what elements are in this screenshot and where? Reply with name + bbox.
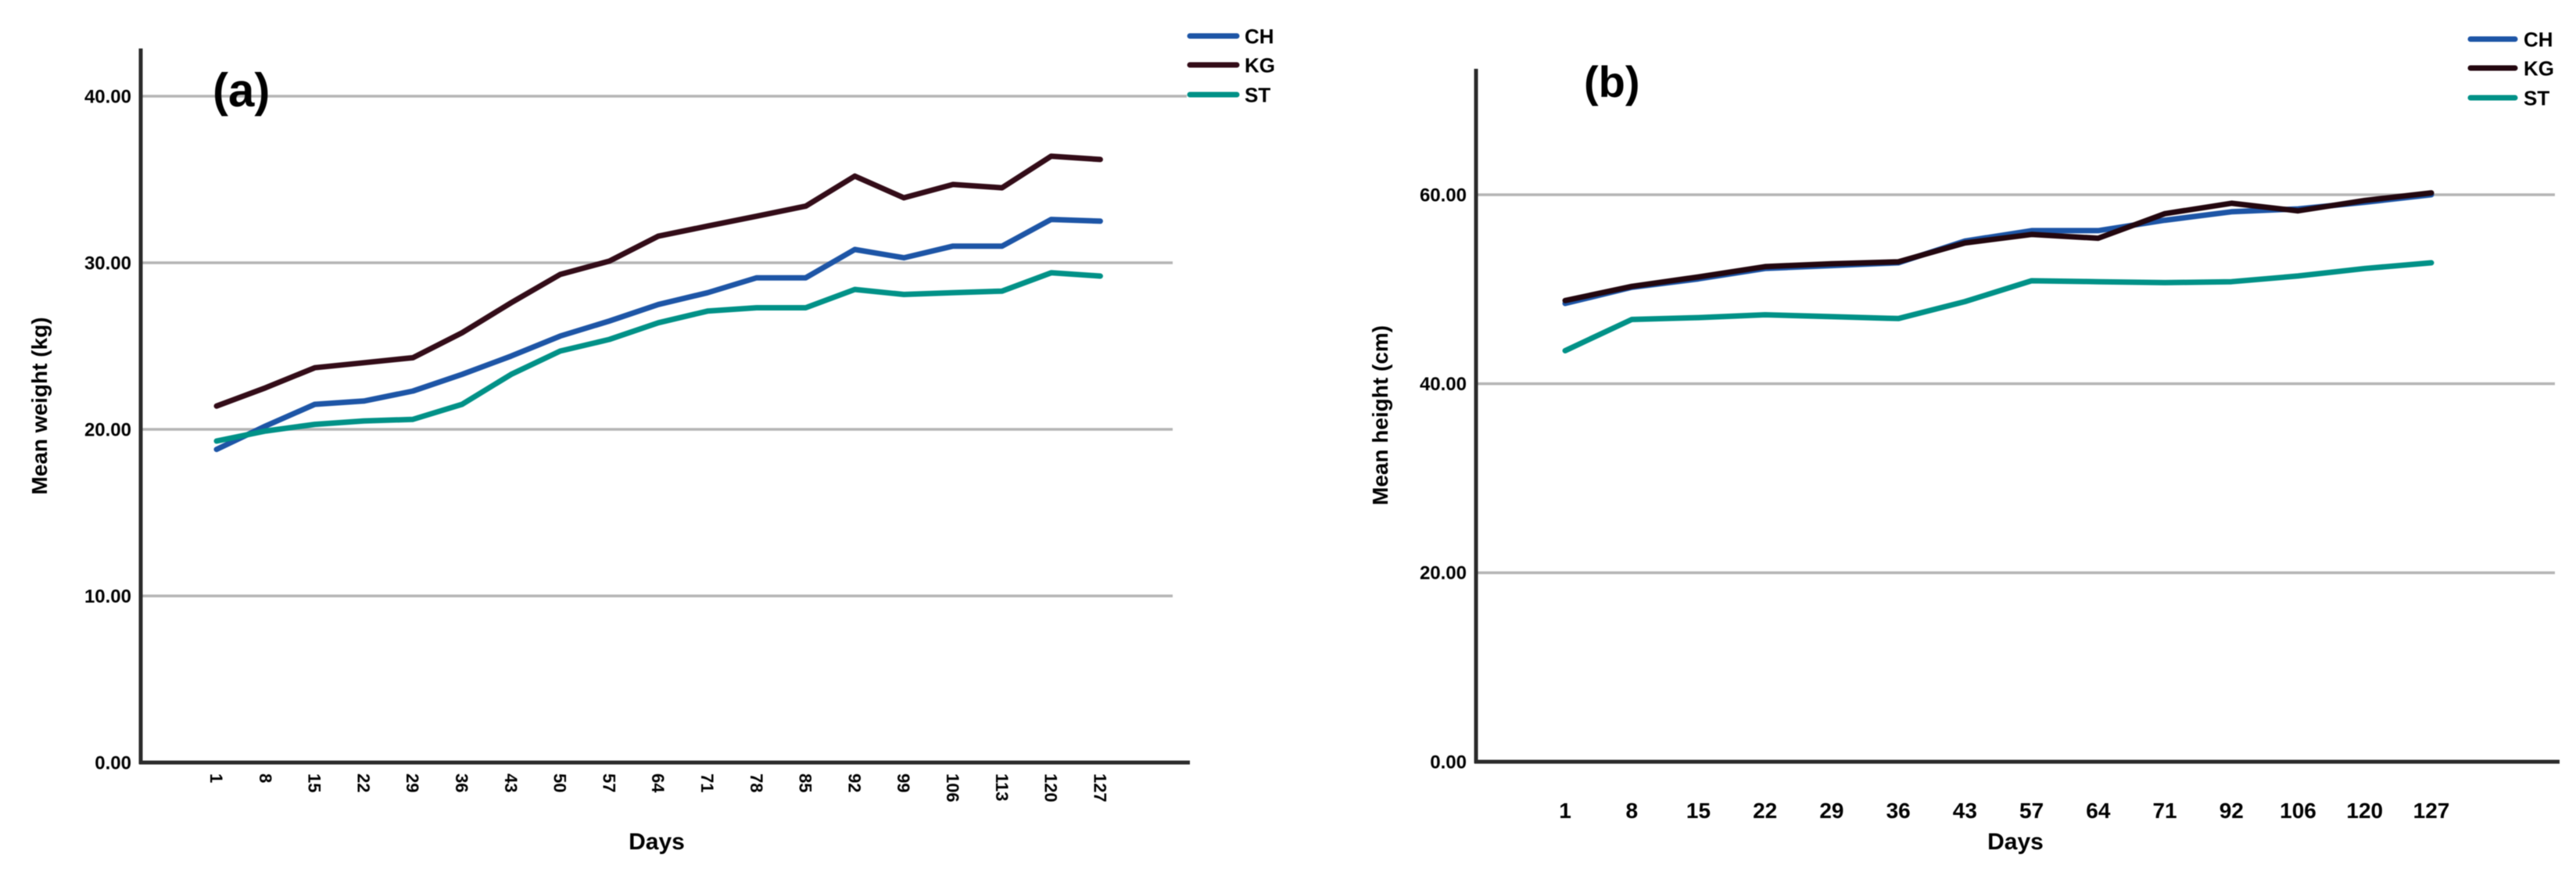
y-tick-label-a-40.00: 40.00 [84, 86, 131, 107]
series-line-a-KG [213, 153, 1103, 409]
x-tick-label-b-57: 57 [2019, 798, 2044, 823]
x-axis-title-a: Days [629, 829, 685, 855]
legend-label-a-ST: ST [1245, 83, 1270, 106]
x-tick-label-b-120: 120 [2346, 798, 2383, 823]
x-tick-label-a-99: 99 [894, 773, 913, 792]
series-line-b-ST [1562, 260, 2434, 353]
x-tick-label-a-64: 64 [648, 773, 668, 793]
x-tick-label-b-1: 1 [1559, 798, 1571, 823]
y-tick-label-a-0.00: 0.00 [95, 752, 131, 773]
panel-label-b: (b) [1584, 57, 1640, 106]
x-tick-label-a-15: 15 [305, 773, 324, 792]
series-line-a-ST [213, 270, 1103, 444]
y-tick-label-a-30.00: 30.00 [84, 253, 131, 274]
y-tick-label-b-60.00: 60.00 [1420, 185, 1467, 206]
x-tick-label-a-8: 8 [256, 773, 275, 783]
x-tick-label-a-57: 57 [599, 773, 618, 792]
x-tick-label-b-22: 22 [1753, 798, 1777, 823]
x-tick-label-b-64: 64 [2086, 798, 2111, 823]
legend-label-b-CH: CH [2524, 27, 2553, 51]
x-tick-label-a-36: 36 [452, 773, 471, 792]
x-tick-label-b-36: 36 [1886, 798, 1911, 823]
x-tick-label-a-1: 1 [206, 773, 226, 783]
legend-label-b-KG: KG [2524, 56, 2554, 80]
x-tick-label-b-8: 8 [1625, 798, 1638, 823]
x-tick-label-b-29: 29 [1819, 798, 1843, 823]
x-tick-label-a-85: 85 [796, 773, 815, 792]
x-tick-label-b-71: 71 [2152, 798, 2177, 823]
x-tick-label-b-92: 92 [2220, 798, 2244, 823]
y-tick-label-a-20.00: 20.00 [84, 419, 131, 440]
y-tick-label-b-0.00: 0.00 [1430, 752, 1467, 773]
y-tick-label-b-40.00: 40.00 [1420, 374, 1467, 395]
y-tick-label-b-20.00: 20.00 [1420, 563, 1467, 584]
x-axis-title-b: Days [1987, 829, 2044, 855]
x-tick-label-b-127: 127 [2413, 798, 2450, 823]
x-tick-label-a-120: 120 [1041, 773, 1061, 802]
x-tick-label-a-113: 113 [992, 773, 1012, 802]
x-tick-label-a-22: 22 [353, 773, 373, 792]
x-tick-label-a-92: 92 [844, 773, 864, 792]
x-tick-label-a-127: 127 [1090, 773, 1109, 802]
x-tick-label-a-29: 29 [403, 773, 422, 792]
x-tick-label-a-71: 71 [697, 773, 717, 792]
y-axis-title-a: Mean weight (kg) [27, 317, 52, 494]
y-axis-title-b: Mean height (cm) [1368, 325, 1392, 505]
y-tick-label-a-10.00: 10.00 [84, 586, 131, 607]
x-tick-label-b-43: 43 [1953, 798, 1977, 823]
x-tick-label-a-106: 106 [943, 773, 962, 802]
x-tick-label-a-78: 78 [747, 773, 766, 792]
series-line-a-CH [213, 217, 1103, 453]
series-line-b-KG [1562, 190, 2434, 303]
legend-label-b-ST: ST [2524, 86, 2549, 109]
legend-label-a-CH: CH [1245, 24, 1274, 48]
x-tick-label-b-15: 15 [1686, 798, 1711, 823]
x-tick-label-b-106: 106 [2280, 798, 2316, 823]
panel-label-a: (a) [213, 64, 270, 117]
legend-label-a-KG: KG [1245, 53, 1275, 77]
x-tick-label-a-50: 50 [550, 773, 570, 792]
x-tick-label-a-43: 43 [501, 773, 521, 792]
